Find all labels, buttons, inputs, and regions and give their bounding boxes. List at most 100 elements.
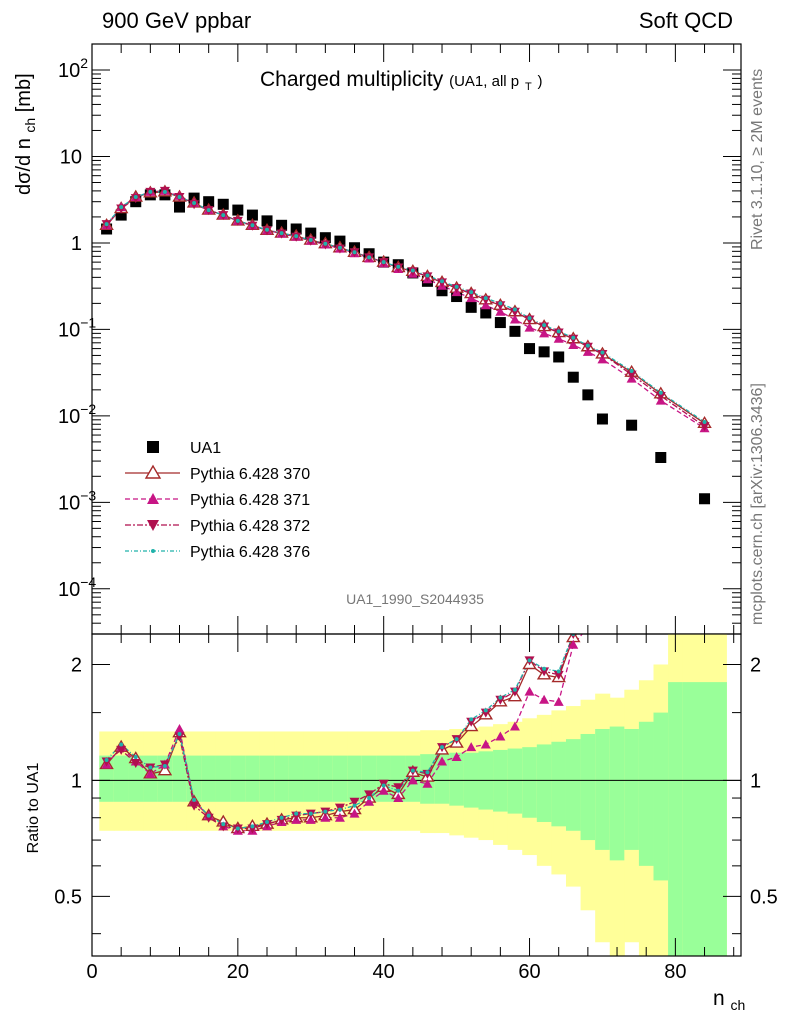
- ratio-point-p376: [104, 757, 109, 762]
- ratio-point-p371: [524, 686, 535, 696]
- ratio-point-p371: [509, 721, 520, 731]
- top-point-p376: [512, 307, 517, 312]
- top-point-p376: [265, 227, 270, 232]
- top-title-sub: (UA1, all p: [449, 73, 519, 90]
- mcplots-label: mcplots.cern.ch [arXiv:1306.3436]: [749, 383, 766, 625]
- band-inner: [565, 739, 582, 831]
- top-point-p376: [323, 241, 328, 246]
- band-inner: [522, 747, 538, 818]
- ratio-point-p370: [157, 763, 173, 776]
- ratio-point-p376: [162, 764, 167, 769]
- top-point-p376: [337, 245, 342, 250]
- top-point-p376: [192, 200, 197, 205]
- top-ytick-label: 10−1: [58, 314, 96, 341]
- ratio-point-p371: [539, 694, 550, 704]
- top-point-p371: [509, 314, 520, 324]
- top-point-ua1: [246, 209, 258, 221]
- bottom-ylabel: Ratio to UA1: [25, 763, 42, 854]
- legend-marker-p370: [144, 464, 162, 479]
- top-ylabel-main: dσ/d n: [13, 138, 35, 195]
- bottom-xtick-label: 20: [227, 961, 249, 983]
- legend-marker-p371: [147, 493, 159, 504]
- top-ylabel: dσ/d n ch [mb]: [13, 73, 40, 195]
- legend-marker-p372: [147, 520, 159, 531]
- top-point-ua1: [276, 219, 288, 231]
- ratio-point-p372: [247, 824, 258, 834]
- band-inner: [215, 755, 232, 802]
- ratio-point-p376: [177, 731, 182, 736]
- legend-label-p370: Pythia 6.428 370: [190, 466, 310, 483]
- band-inner: [624, 728, 640, 850]
- top-point-ua1: [655, 451, 667, 463]
- ratio-point-p376: [206, 813, 211, 818]
- top-point-p376: [469, 290, 474, 295]
- top-point-ua1: [553, 351, 565, 363]
- band-inner: [390, 755, 407, 802]
- ratio-point-p372: [364, 790, 375, 800]
- bottom-xtick-label: 80: [664, 961, 686, 983]
- top-point-p371: [480, 300, 491, 310]
- top-point-p376: [454, 284, 459, 289]
- top-point-p376: [542, 323, 547, 328]
- top-point-ua1: [174, 201, 186, 213]
- top-point-p372: [655, 391, 666, 401]
- ratio-point-p376: [542, 666, 547, 671]
- top-point-p376: [308, 238, 313, 243]
- ratio-point-p376: [454, 737, 459, 742]
- band-inner: [113, 755, 129, 802]
- ratio-point-p371: [349, 808, 360, 818]
- bottom-ytick-label-left: 0.5: [54, 886, 82, 908]
- legend-label-p376: Pythia 6.428 376: [190, 544, 310, 561]
- ratio-point-p372: [422, 769, 433, 779]
- band-inner: [449, 752, 465, 806]
- top-title-sub-index: T: [525, 81, 532, 93]
- top-point-p376: [221, 213, 226, 218]
- analysis-id: UA1_1990_S2044935: [346, 591, 484, 607]
- top-point-ua1: [261, 215, 273, 227]
- top-point-p376: [250, 223, 255, 228]
- ratio-point-p376: [337, 807, 342, 812]
- top-ytick-label: 10: [60, 146, 82, 168]
- top-point-ua1: [436, 285, 448, 297]
- top-point-p376: [177, 194, 182, 199]
- ratio-point-p376: [512, 687, 517, 692]
- top-point-p376: [104, 222, 109, 227]
- band-inner: [143, 755, 159, 802]
- bottom-ytick-label-right: 2: [750, 654, 761, 676]
- ratio-point-p371: [174, 723, 185, 733]
- band-inner: [303, 755, 319, 802]
- ratio-point-p371: [437, 756, 448, 766]
- top-point-ua1: [567, 371, 579, 383]
- ratio-point-p371: [466, 742, 477, 752]
- ratio-point-p376: [250, 824, 255, 829]
- top-point-p371: [524, 322, 535, 332]
- top-point-p376: [206, 208, 211, 213]
- band-inner: [347, 755, 363, 802]
- ratio-point-p376: [279, 815, 284, 820]
- top-ytick-label: 102: [58, 55, 88, 82]
- top-title-main: Charged multiplicity: [260, 68, 444, 91]
- top-point-p371: [539, 328, 550, 338]
- ratio-point-p376: [367, 796, 372, 801]
- top-point-p371: [553, 333, 564, 343]
- band-inner: [551, 741, 567, 827]
- ratio-point-p372: [553, 670, 564, 680]
- ratio-point-p371: [451, 752, 462, 762]
- top-title: Charged multiplicity (UA1, all p T ): [260, 68, 543, 95]
- top-point-p376: [148, 189, 153, 194]
- ratio-point-p371: [334, 812, 345, 822]
- ratio-point-p372: [189, 801, 200, 811]
- top-point-p376: [571, 335, 576, 340]
- ratio-point-p376: [483, 708, 488, 713]
- bottom-xtick-label: 60: [518, 961, 540, 983]
- ratio-point-p371: [422, 778, 433, 788]
- ratio-point-p371: [553, 696, 564, 706]
- ratio-series-group: [99, 634, 584, 835]
- band-inner: [536, 744, 552, 822]
- legend-label-ua1: UA1: [190, 440, 221, 457]
- top-point-ua1: [217, 198, 229, 210]
- legend-label-p372: Pythia 6.428 372: [190, 518, 310, 535]
- ratio-point-p372: [291, 811, 302, 821]
- top-point-p372: [626, 370, 637, 380]
- ratio-point-p372: [218, 822, 229, 832]
